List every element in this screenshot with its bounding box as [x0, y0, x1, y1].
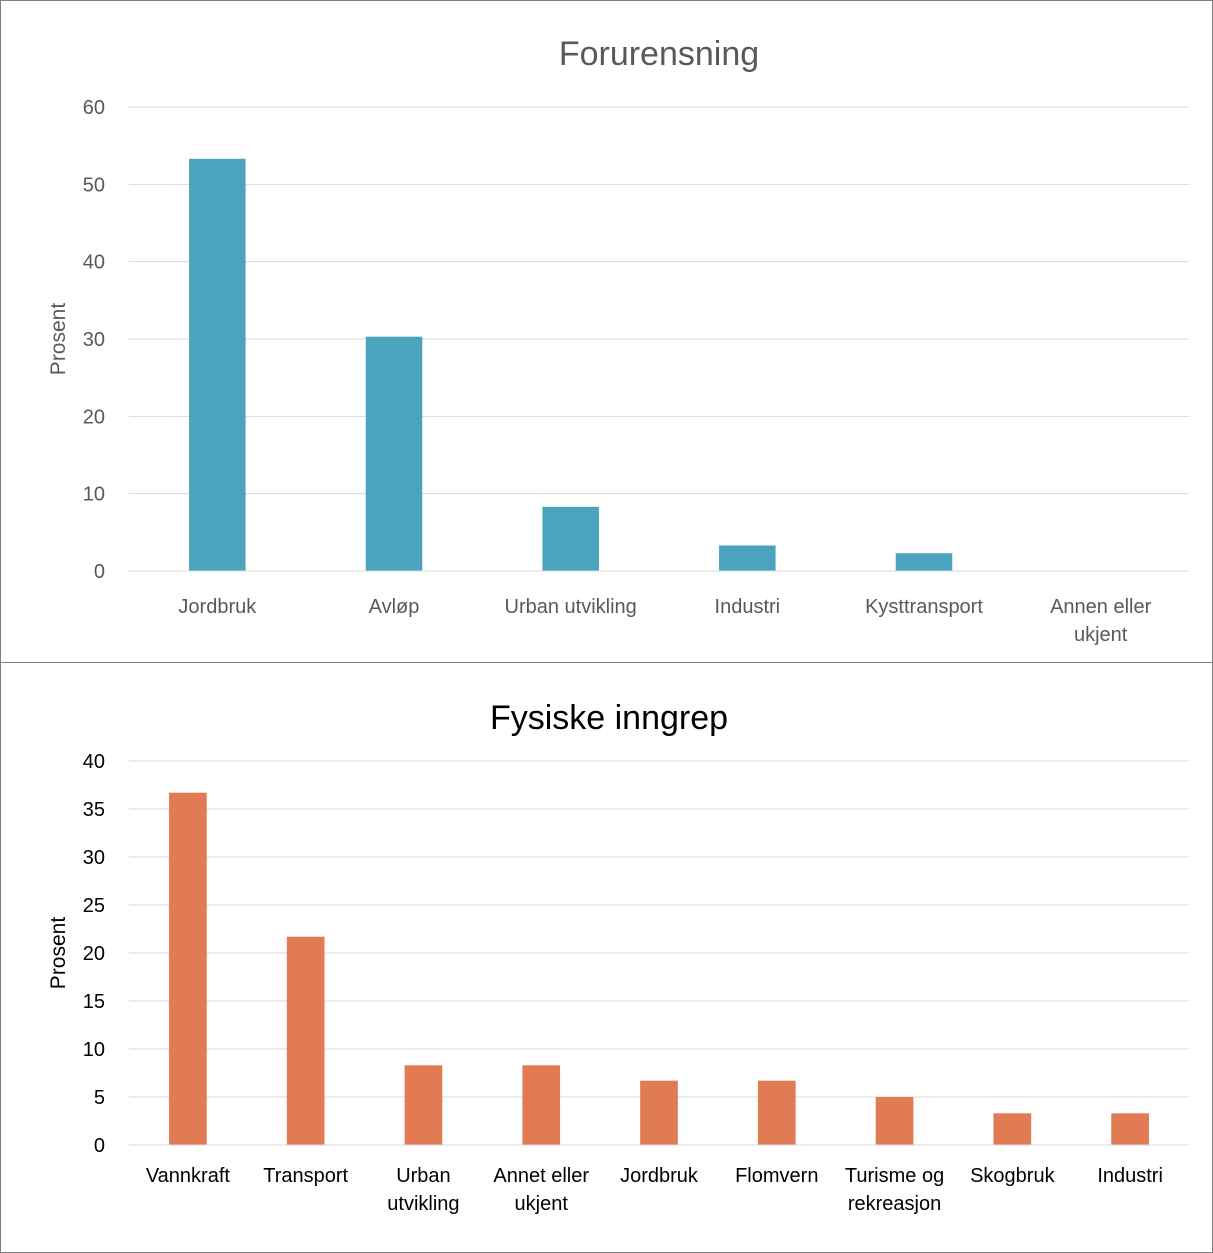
y-tick-label: 0: [94, 561, 105, 583]
y-tick-label: 10: [83, 1039, 105, 1061]
chart-title: Fysiske inngrep: [490, 699, 728, 737]
fysiske-inngrep-chart: Fysiske inngrep 0 5 10 15 20 25 30 35 40 Prosent Va…: [1, 663, 1211, 1252]
x-tick-label: Jordbruk: [620, 1165, 699, 1187]
bar-2: [366, 337, 423, 571]
y-tick-label: 5: [94, 1087, 105, 1109]
bar-4: [522, 1065, 560, 1145]
x-tick-label: Industri: [715, 596, 781, 618]
bar-6: [758, 1081, 796, 1145]
x-tick-label: Kysttransport: [865, 596, 983, 618]
chart-title: Forurensning: [559, 35, 759, 73]
bar-9: [1111, 1113, 1149, 1145]
y-tick-label: 15: [83, 991, 105, 1013]
x-tick-label: Transport: [263, 1165, 348, 1187]
chart-panel-forurensning: Forurensning 0 10 20 30 40 50 60 Prosent Jordbruk…: [0, 0, 1213, 663]
y-tick-label: 50: [83, 174, 105, 196]
x-tick-label: Vannkraft: [146, 1165, 231, 1187]
y-tick-label: 30: [83, 329, 105, 351]
bar-5: [896, 553, 953, 571]
y-tick-label: 20: [83, 406, 105, 428]
y-tick-label: 40: [83, 751, 105, 773]
x-tick-label: Urban utvikling: [505, 596, 637, 618]
y-tick-label: 10: [83, 484, 105, 506]
y-tick-label: 35: [83, 799, 105, 821]
x-tick-label: Urban utvikling: [387, 1165, 459, 1215]
y-axis-label: Prosent: [47, 917, 70, 990]
y-tick-label: 40: [83, 252, 105, 274]
y-tick-label: 0: [94, 1135, 105, 1157]
x-tick-label: Industri: [1097, 1165, 1163, 1187]
x-tick-label: Turisme og rekreasjon: [845, 1165, 944, 1215]
y-tick-label: 30: [83, 847, 105, 869]
x-tick-label: Annet eller ukjent: [493, 1165, 589, 1215]
bar-1: [189, 159, 246, 571]
y-tick-label: 25: [83, 895, 105, 917]
bar-1: [169, 793, 207, 1145]
y-axis-label: Prosent: [47, 303, 70, 376]
bar-4: [719, 545, 776, 571]
y-tick-label: 60: [83, 97, 105, 119]
x-tick-label: Avløp: [369, 596, 420, 618]
bar-3: [405, 1065, 443, 1145]
x-tick-label: Annen eller ukjent: [1050, 596, 1152, 646]
y-tick-label: 20: [83, 943, 105, 965]
x-tick-label: Flomvern: [735, 1165, 818, 1187]
x-tick-label: Skogbruk: [970, 1165, 1055, 1187]
chart-panel-fysiske-inngrep: Fysiske inngrep 0 5 10 15 20 25 30 35 40 Prosent Va…: [0, 662, 1213, 1253]
bar-5: [640, 1081, 678, 1145]
forurensning-chart: Forurensning 0 10 20 30 40 50 60 Prosent Jordbruk…: [1, 1, 1211, 661]
bar-2: [287, 937, 325, 1145]
x-tick-label: Jordbruk: [178, 596, 257, 618]
bar-3: [542, 507, 599, 571]
bar-8: [993, 1113, 1031, 1145]
bar-7: [876, 1097, 914, 1145]
